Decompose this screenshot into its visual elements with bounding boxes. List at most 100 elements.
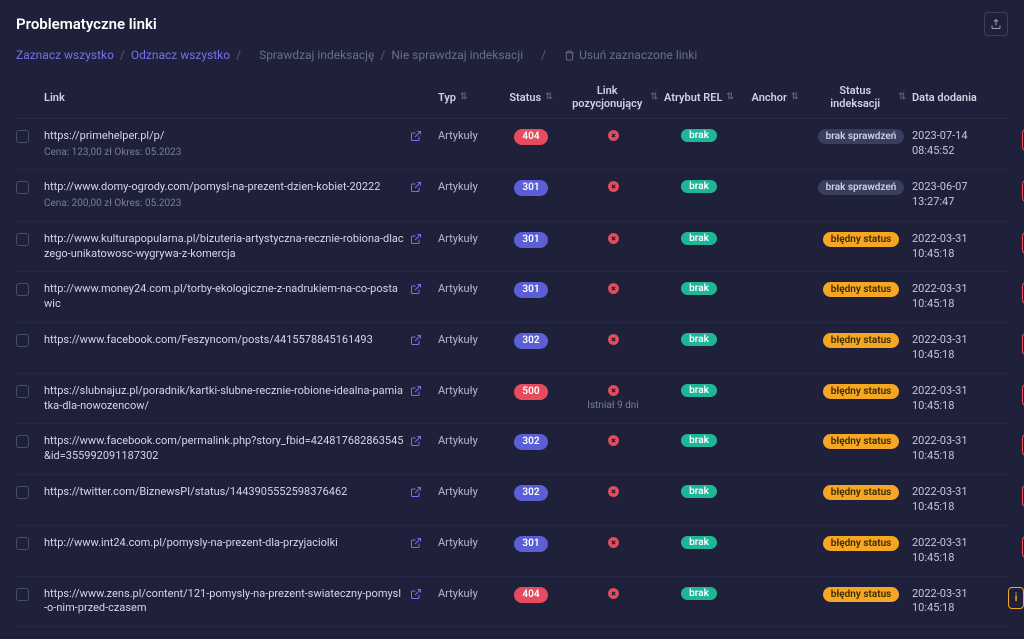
link-url[interactable]: https://www.zens.pl/content/121-pomysly-…	[44, 587, 404, 617]
poz-error-icon	[607, 587, 620, 600]
external-link-icon[interactable]	[410, 283, 432, 295]
sort-icon: ⇅	[460, 93, 468, 102]
date-cell: 2022-03-3110:45:18	[912, 485, 1002, 515]
row-checkbox[interactable]	[16, 130, 29, 143]
poz-error-icon	[607, 485, 620, 498]
idx-pill: błędny status	[823, 434, 900, 449]
external-link-icon[interactable]	[410, 588, 432, 600]
th-anchor[interactable]: Anchor⇅	[740, 91, 810, 104]
external-link-icon[interactable]	[410, 181, 432, 193]
external-link-icon[interactable]	[410, 130, 432, 142]
date-cell: 2022-03-3110:45:18	[912, 587, 1002, 617]
rel-pill: brak	[681, 333, 717, 346]
th-indeksacja[interactable]: Status indeksacji⇅	[816, 84, 906, 110]
poz-subtext: Istniał 9 dni	[587, 400, 638, 411]
poz-error-icon	[607, 180, 620, 193]
row-checkbox[interactable]	[16, 334, 29, 347]
poz-error-icon	[607, 232, 620, 245]
table-row: https://twitter.com/BiznewsPI/status/144…	[16, 475, 1008, 526]
link-url[interactable]: https://www.facebook.com/Feszyncom/posts…	[44, 333, 404, 348]
external-link-icon[interactable]	[410, 486, 432, 498]
table-row: http://www.int24.com.pl/pomysly-na-preze…	[16, 526, 1008, 577]
row-checkbox[interactable]	[16, 486, 29, 499]
link-url[interactable]: http://www.int24.com.pl/pomysly-na-preze…	[44, 536, 404, 551]
idx-pill: błędny status	[823, 587, 900, 602]
typ-cell: Artykuły	[438, 384, 494, 397]
link-url[interactable]: https://twitter.com/BiznewsPI/status/144…	[44, 485, 404, 500]
table-row: https://www.facebook.com/Feszyncom/posts…	[16, 323, 1008, 374]
typ-cell: Artykuły	[438, 434, 494, 447]
rel-pill: brak	[681, 384, 717, 397]
th-typ[interactable]: Typ⇅	[438, 91, 494, 104]
date-cell: 2022-03-3110:45:18	[912, 333, 1002, 363]
external-link-icon[interactable]	[410, 233, 432, 245]
status-pill: 301	[514, 536, 547, 552]
external-link-icon[interactable]	[410, 334, 432, 346]
typ-cell: Artykuły	[438, 180, 494, 193]
date-cell: 2022-03-3110:45:18	[912, 384, 1002, 414]
row-checkbox[interactable]	[16, 283, 29, 296]
rel-pill: brak	[681, 180, 717, 193]
th-link[interactable]: Link	[44, 91, 404, 104]
date-cell: 2022-03-3110:45:18	[912, 232, 1002, 262]
select-all-link[interactable]: Zaznacz wszystko	[16, 48, 114, 62]
typ-cell: Artykuły	[438, 129, 494, 142]
link-meta: Cena: 200,00 zł Okres: 05.2023	[44, 197, 404, 211]
idx-pill: błędny status	[823, 536, 900, 551]
table-row: https://www.facebook.com/permalink.php?s…	[16, 424, 1008, 475]
idx-pill: błędny status	[823, 282, 900, 297]
poz-error-icon	[607, 384, 620, 397]
table-row: http://www.money24.com.pl/torby-ekologic…	[16, 272, 1008, 323]
poz-error-icon	[607, 333, 620, 346]
rel-pill: brak	[681, 434, 717, 447]
check-index-link[interactable]: Sprawdzaj indeksację	[259, 48, 374, 62]
info-button[interactable]: i	[1008, 587, 1024, 609]
table-header: Link Typ⇅ Status⇅ Link pozycjonujący⇅ At…	[16, 76, 1008, 119]
th-status[interactable]: Status⇅	[500, 91, 562, 104]
status-pill: 500	[514, 384, 547, 400]
status-pill: 404	[514, 129, 547, 145]
idx-pill: brak sprawdzeń	[818, 129, 905, 144]
idx-pill: brak sprawdzeń	[818, 180, 905, 195]
row-checkbox[interactable]	[16, 233, 29, 246]
sort-icon: ⇅	[726, 93, 734, 102]
typ-cell: Artykuły	[438, 485, 494, 498]
th-rel[interactable]: Atrybut REL⇅	[664, 91, 734, 104]
status-pill: 301	[514, 232, 547, 248]
row-checkbox[interactable]	[16, 385, 29, 398]
table-row: https://www.zens.pl/content/121-pomysly-…	[16, 577, 1008, 628]
status-pill: 302	[514, 333, 547, 349]
external-link-icon[interactable]	[410, 537, 432, 549]
status-pill: 302	[514, 434, 547, 450]
external-link-icon[interactable]	[410, 435, 432, 447]
no-check-index-link[interactable]: Nie sprawdzaj indeksacji	[391, 48, 523, 62]
link-url[interactable]: https://slubnajuz.pl/poradnik/kartki-slu…	[44, 384, 404, 414]
typ-cell: Artykuły	[438, 333, 494, 346]
links-table: Link Typ⇅ Status⇅ Link pozycjonujący⇅ At…	[16, 76, 1008, 627]
rel-pill: brak	[681, 232, 717, 245]
poz-error-icon	[607, 434, 620, 447]
th-data[interactable]: Data dodania	[912, 91, 1002, 104]
typ-cell: Artykuły	[438, 282, 494, 295]
row-checkbox[interactable]	[16, 181, 29, 194]
link-url[interactable]: https://www.facebook.com/permalink.php?s…	[44, 434, 404, 464]
date-cell: 2023-06-0713:27:47	[912, 180, 1002, 210]
deselect-all-link[interactable]: Odznacz wszystko	[131, 48, 230, 62]
delete-selected-link[interactable]: Usuń zaznaczone linki	[564, 48, 697, 62]
trash-icon	[564, 50, 575, 61]
rel-pill: brak	[681, 587, 717, 600]
idx-pill: błędny status	[823, 232, 900, 247]
link-url[interactable]: http://www.domy-ogrody.com/pomysl-na-pre…	[44, 180, 404, 210]
panel-title: Problematyczne linki	[16, 15, 157, 33]
row-checkbox[interactable]	[16, 435, 29, 448]
link-url[interactable]: https://primehelper.pl/p/Cena: 123,00 zł…	[44, 129, 404, 159]
link-meta: Cena: 123,00 zł Okres: 05.2023	[44, 146, 404, 160]
export-button[interactable]	[984, 12, 1008, 36]
link-url[interactable]: http://www.money24.com.pl/torby-ekologic…	[44, 282, 404, 312]
problematic-links-panel: Problematyczne linki Zaznacz wszystko / …	[0, 0, 1024, 639]
link-url[interactable]: http://www.kulturapopularna.pl/bizuteria…	[44, 232, 404, 262]
row-checkbox[interactable]	[16, 537, 29, 550]
external-link-icon[interactable]	[410, 385, 432, 397]
th-pozycjonujacy[interactable]: Link pozycjonujący⇅	[568, 84, 658, 110]
row-checkbox[interactable]	[16, 588, 29, 601]
